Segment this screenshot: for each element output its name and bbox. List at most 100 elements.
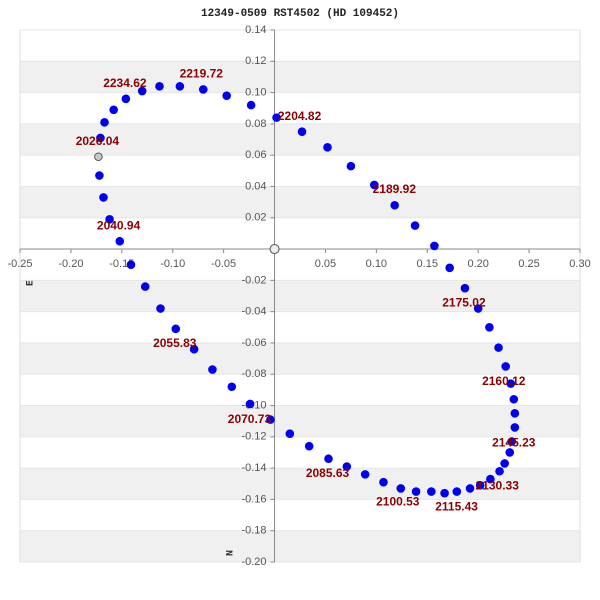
point [465, 484, 475, 493]
point [109, 105, 118, 115]
grid-bands [20, 61, 580, 562]
y-tick-label: -0.04 [241, 306, 266, 318]
point [370, 180, 379, 190]
point [410, 221, 420, 230]
y-tick-label: 0.12 [245, 55, 266, 67]
y-tick-label: 0.14 [245, 24, 266, 36]
point [285, 429, 295, 438]
point [99, 193, 108, 202]
y-tick-label: -0.16 [241, 493, 266, 505]
point [246, 100, 256, 110]
point-label: 2085.63 [306, 466, 350, 480]
x-tick-label: -0.25 [7, 258, 32, 270]
point [121, 94, 131, 104]
point [324, 454, 333, 464]
y-tick-label: -0.08 [241, 368, 266, 380]
grid-band [20, 530, 580, 562]
y-tick-label: 0.10 [245, 86, 266, 98]
point [175, 82, 185, 91]
point [95, 171, 104, 180]
point-label: 2130.33 [476, 479, 520, 493]
point [445, 263, 454, 273]
point [222, 91, 231, 101]
x-tick-label: 0.05 [315, 258, 336, 270]
point [140, 282, 150, 291]
y-tick-label: -0.14 [241, 462, 266, 474]
point-label: 2145.23 [492, 436, 536, 450]
point [460, 283, 470, 293]
chart-title: 12349-0509 RST4502 (HD 109452) [201, 8, 399, 20]
point [105, 215, 114, 224]
y-tick-label: -0.20 [241, 556, 266, 568]
point [346, 161, 356, 171]
y-tick-label: -0.02 [241, 274, 266, 286]
grid-band [20, 186, 580, 218]
point [297, 127, 307, 137]
point [245, 399, 255, 409]
grid-band [20, 342, 580, 375]
point [342, 462, 352, 471]
y-tick-label: 0.04 [245, 180, 266, 192]
point [227, 382, 237, 392]
point [506, 379, 516, 388]
x-tick-label: 0.25 [518, 258, 539, 270]
point-label: 2070.73 [228, 412, 272, 426]
point-label: 2115.43 [435, 499, 478, 513]
point [360, 470, 370, 479]
point [509, 394, 519, 404]
x-tick-label: 0.30 [569, 258, 590, 270]
grid-band [20, 61, 580, 93]
point [485, 322, 494, 332]
point [198, 85, 208, 94]
point [155, 82, 164, 91]
point [323, 143, 332, 152]
point [427, 487, 436, 496]
point [440, 488, 449, 498]
y-tick-label: 0.02 [245, 212, 266, 224]
point [137, 86, 147, 96]
grid-band [20, 280, 580, 312]
y-tick-label: 0.08 [245, 118, 266, 130]
point [452, 487, 462, 496]
point [510, 423, 520, 432]
point [379, 477, 388, 487]
point [494, 343, 503, 352]
x-tick-label: -0.20 [58, 258, 83, 270]
point-label: 2160.12 [482, 374, 526, 388]
point [304, 441, 314, 451]
point [126, 260, 136, 270]
point [411, 487, 421, 496]
y-tick-label: -0.12 [241, 431, 266, 443]
grid-band [20, 405, 580, 437]
point [100, 118, 109, 127]
point-label: 2026.04 [76, 134, 120, 148]
x-tick-label: 0.10 [366, 258, 387, 270]
point [96, 133, 105, 143]
point [500, 459, 509, 468]
x-tick-label: -0.10 [160, 258, 185, 270]
point-label: 2204.82 [278, 109, 322, 123]
x-tick-label: 0.20 [467, 258, 488, 270]
point [495, 466, 504, 476]
y-tick-label: -0.18 [241, 525, 266, 537]
origin-marker [269, 244, 280, 255]
point [505, 448, 515, 457]
point-label: 2234.62 [103, 76, 147, 90]
grid-band [20, 468, 580, 500]
point [208, 365, 217, 374]
point-label: 2055.83 [153, 336, 197, 350]
point-label: 2040.94 [97, 219, 141, 233]
point [510, 409, 520, 418]
point [430, 241, 439, 251]
x-tick-label: 0.15 [417, 258, 438, 270]
point [156, 304, 165, 313]
point [501, 362, 510, 371]
x-tick-label: -0.05 [211, 258, 236, 270]
point-label: 2219.72 [180, 67, 224, 81]
point [171, 324, 181, 334]
y-axis-label: N [226, 550, 237, 556]
x-axis-label: E [26, 280, 37, 286]
point [486, 474, 495, 484]
point [272, 113, 281, 122]
